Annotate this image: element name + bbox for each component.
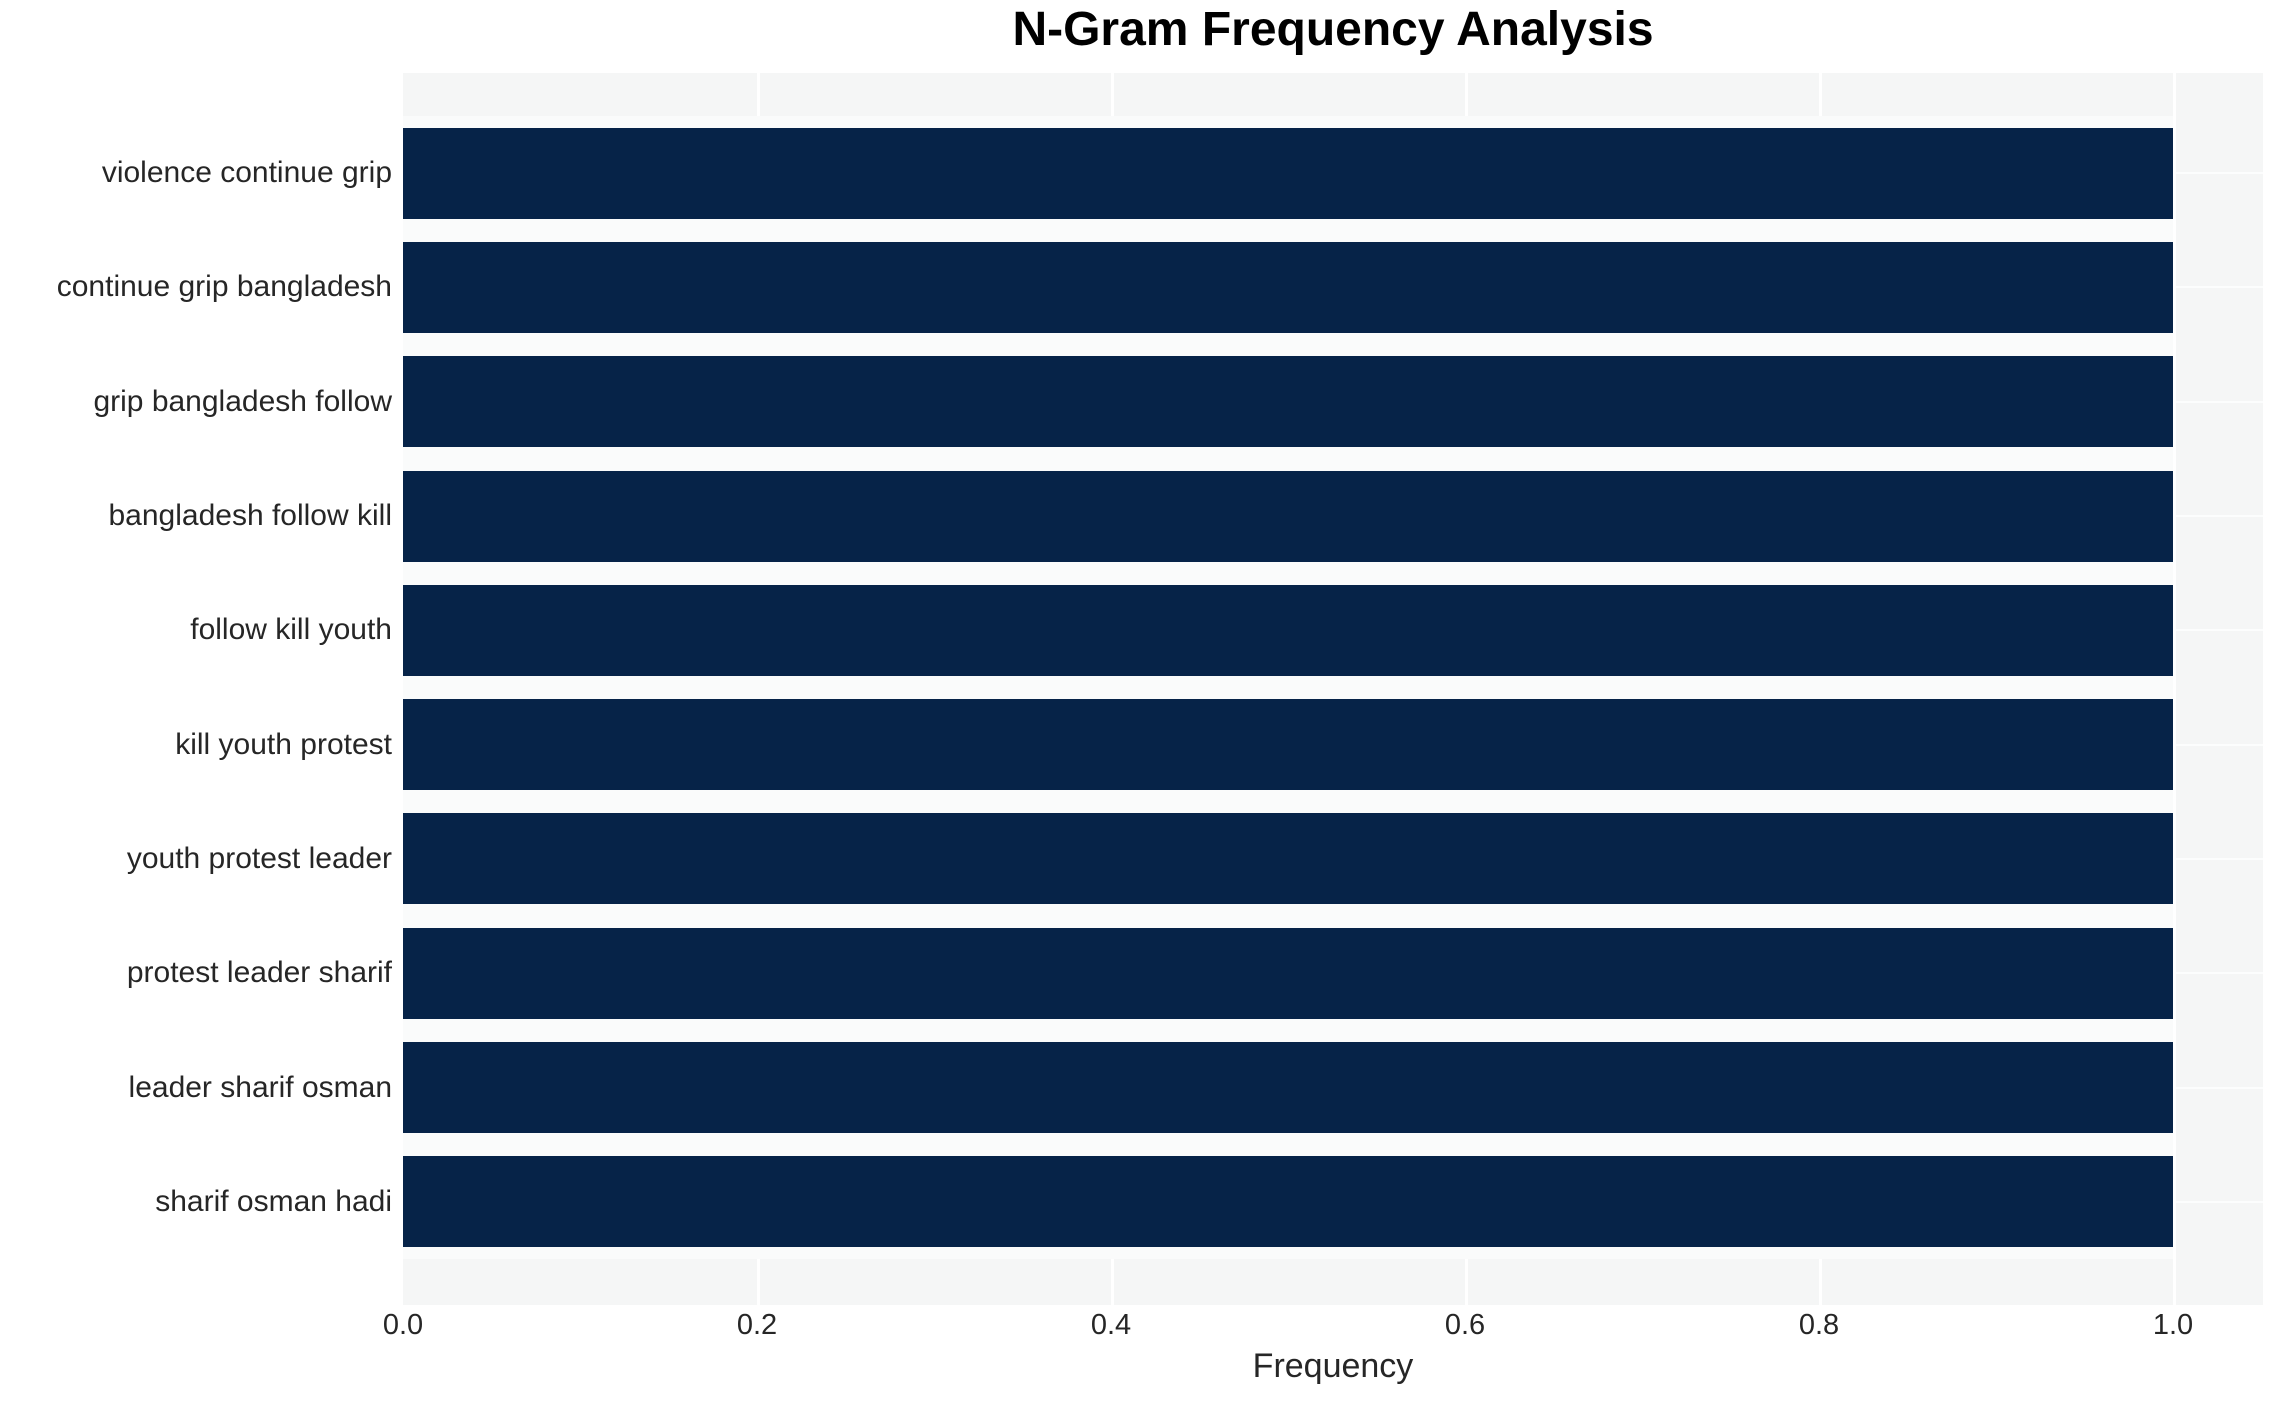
- x-axis-tick-label: 0.4: [1090, 1309, 1132, 1341]
- plot-area: [403, 73, 2263, 1305]
- frequency-bar: [403, 241, 2173, 333]
- x-axis-tick-label: 1.0: [2152, 1309, 2194, 1341]
- frequency-bar: [403, 470, 2173, 562]
- y-axis-label: violence continue grip: [101, 156, 392, 190]
- y-axis-label: youth protest leader: [126, 841, 392, 875]
- x-gridline: [2173, 73, 2176, 1305]
- y-axis-label: bangladesh follow kill: [108, 499, 392, 533]
- x-axis-tick-label: 0.0: [382, 1309, 424, 1341]
- x-axis-tick-label: 0.8: [1798, 1309, 1840, 1341]
- chart-title: N-Gram Frequency Analysis: [1012, 3, 1654, 56]
- frequency-bar: [403, 1156, 2173, 1248]
- x-axis-title: Frequency: [1252, 1347, 1414, 1385]
- frequency-bar: [403, 927, 2173, 1019]
- y-axis-label: grip bangladesh follow: [93, 384, 392, 418]
- y-axis-label: follow kill youth: [190, 613, 392, 647]
- frequency-bar: [403, 584, 2173, 676]
- y-axis-label: continue grip bangladesh: [56, 270, 392, 304]
- frequency-bar: [403, 127, 2173, 219]
- y-axis-label: sharif osman hadi: [155, 1184, 392, 1218]
- frequency-bar: [403, 813, 2173, 905]
- x-axis-tick-label: 0.6: [1444, 1309, 1486, 1341]
- frequency-bar: [403, 1042, 2173, 1134]
- frequency-bar: [403, 699, 2173, 791]
- y-axis-label: protest leader sharif: [126, 956, 392, 990]
- x-axis-tick-label: 0.2: [736, 1309, 778, 1341]
- frequency-bar: [403, 356, 2173, 448]
- y-axis-label: kill youth protest: [175, 727, 392, 761]
- y-axis-label: leader sharif osman: [128, 1070, 392, 1104]
